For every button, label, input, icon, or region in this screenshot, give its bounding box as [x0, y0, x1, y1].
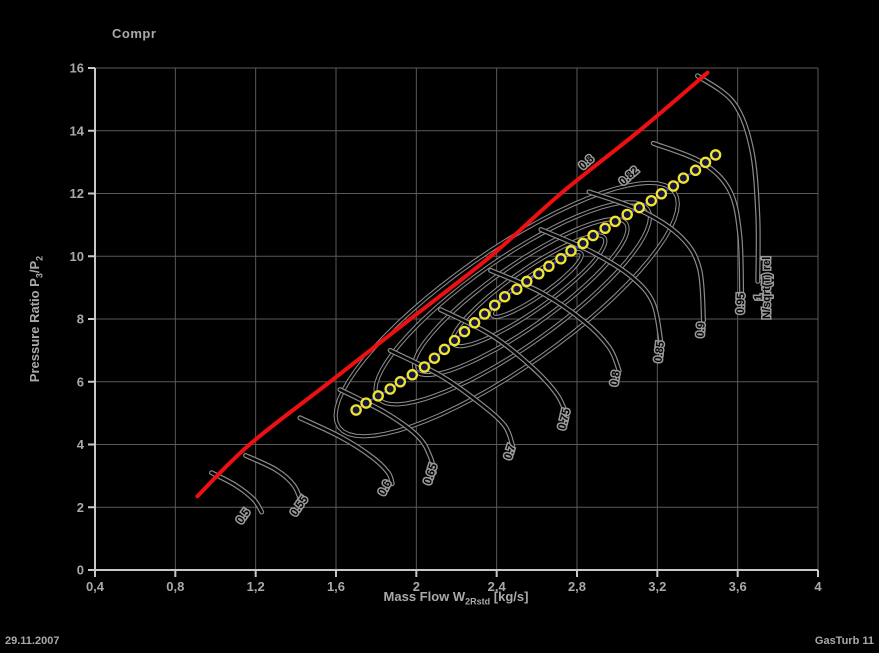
- operating-point: [655, 188, 668, 200]
- speed-line-label: 0.5: [234, 507, 253, 526]
- y-tick-label: 8: [77, 312, 84, 327]
- surge-line: [195, 70, 710, 499]
- y-tick-label: 16: [70, 61, 84, 76]
- operating-point: [521, 275, 533, 288]
- speed-line-label: 0.95: [735, 293, 748, 315]
- chart-title: Compr: [112, 26, 157, 41]
- operating-point: [511, 283, 523, 295]
- operating-point: [488, 299, 501, 311]
- operating-point: [543, 260, 555, 273]
- y-tick-label: 6: [77, 374, 84, 389]
- x-axis-label-units: [kg/s]: [490, 589, 529, 604]
- operating-point: [448, 334, 461, 347]
- y-axis-label: Pressure Ratio P3/P2: [27, 169, 45, 469]
- x-tick-label: 3,2: [648, 579, 666, 594]
- x-tick-label: 3,6: [729, 579, 747, 594]
- operating-point: [565, 245, 577, 257]
- y-tick-label: 2: [77, 500, 84, 515]
- operating-point: [360, 397, 372, 409]
- speed-line-label: 0.65: [422, 462, 440, 486]
- y-tick-label: 0: [77, 563, 84, 578]
- y-axis-label-mid: /P: [27, 260, 42, 274]
- operating-point: [587, 229, 599, 242]
- axes: 0,4 0,8 1,2 1,6 2 2,4 2,8 3,2 3,6 4 0 2 4 6 8 10 12 14 16: [70, 61, 823, 595]
- operating-point: [667, 180, 680, 192]
- map-annotation: N/sqrt(T) rel: [761, 257, 773, 319]
- operating-point: [709, 149, 722, 161]
- operating-point: [478, 308, 491, 320]
- speed-lines: [209, 73, 761, 515]
- operating-point: [555, 253, 567, 265]
- speed-line-halo: [297, 415, 395, 487]
- x-axis-label-sub: 2Rstd: [465, 596, 491, 607]
- operating-line-group: [350, 149, 722, 416]
- operating-point: [533, 268, 545, 280]
- operating-line: [355, 154, 717, 411]
- y-tick-label: 12: [70, 186, 84, 201]
- speed-line: [244, 454, 304, 506]
- efficiency-contour: [334, 181, 679, 438]
- operating-point: [577, 237, 589, 250]
- x-tick-label: 0,4: [86, 579, 105, 594]
- y-axis-label-text: Pressure Ratio P: [27, 278, 42, 383]
- efficiency-contour: [490, 251, 583, 318]
- speed-line-label: 0.7: [502, 443, 518, 461]
- x-tick-label: 4: [814, 579, 822, 594]
- speed-line-halo: [695, 73, 761, 284]
- footer-date: 29.11.2007: [5, 635, 60, 647]
- surge-line-group: [195, 70, 710, 499]
- operating-point: [384, 383, 396, 395]
- y-tick-label: 4: [77, 437, 85, 452]
- speed-line: [298, 416, 394, 485]
- footer-app-name: GasTurb 11: [814, 635, 874, 647]
- speed-line-label: 0.75: [556, 408, 573, 432]
- x-tick-label: 2,4: [488, 579, 507, 594]
- x-tick-label: 2,8: [568, 579, 586, 594]
- x-tick-label: 0,8: [166, 579, 184, 594]
- operating-point: [428, 352, 441, 364]
- x-tick-label: 1,6: [327, 579, 345, 594]
- y-tick-label: 14: [70, 123, 85, 138]
- operating-point: [406, 369, 419, 381]
- operating-point: [498, 290, 511, 303]
- y-axis-label-sub1: 3: [34, 273, 45, 279]
- operating-point: [621, 208, 633, 221]
- speed-line: [587, 190, 705, 322]
- operating-point: [645, 194, 658, 207]
- operating-point: [372, 390, 384, 402]
- speed-line: [652, 142, 743, 299]
- operating-point: [609, 215, 621, 228]
- x-tick-label: 1,2: [247, 579, 265, 594]
- x-tick-label: 2: [413, 579, 420, 594]
- x-axis-label: Mass Flow W2Rstd [kg/s]: [256, 589, 656, 607]
- operating-point: [350, 404, 362, 416]
- speed-line-label: 0.55: [288, 494, 310, 518]
- y-tick-label: 10: [70, 249, 84, 264]
- curve-labels: 0.5 0.550.60.650.70.750.80.850.90.95 10.80…: [233, 152, 775, 528]
- speed-line: [539, 228, 663, 347]
- operating-point: [689, 164, 702, 177]
- operating-point: [418, 361, 431, 373]
- speed-line: [338, 388, 436, 474]
- operating-point: [468, 317, 481, 329]
- y-axis-label-sub2: 2: [34, 255, 45, 261]
- speed-line: [210, 471, 263, 514]
- speed-line-halo: [209, 470, 265, 515]
- speed-line-label: 0.8: [608, 370, 622, 387]
- operating-point: [438, 343, 451, 356]
- speed-line-label: 0.85: [652, 341, 667, 364]
- speed-line-label: 1: [753, 294, 765, 300]
- operating-point: [633, 201, 646, 214]
- operating-point: [599, 222, 611, 235]
- operating-point: [699, 156, 712, 169]
- speed-line: [696, 74, 760, 283]
- x-axis-label-text: Mass Flow W: [383, 589, 466, 604]
- operating-point: [677, 172, 690, 184]
- efficiency-contours: [333, 180, 680, 439]
- operating-point: [458, 325, 471, 338]
- operating-point: [394, 376, 407, 388]
- speed-line-label: 0.9: [695, 322, 708, 338]
